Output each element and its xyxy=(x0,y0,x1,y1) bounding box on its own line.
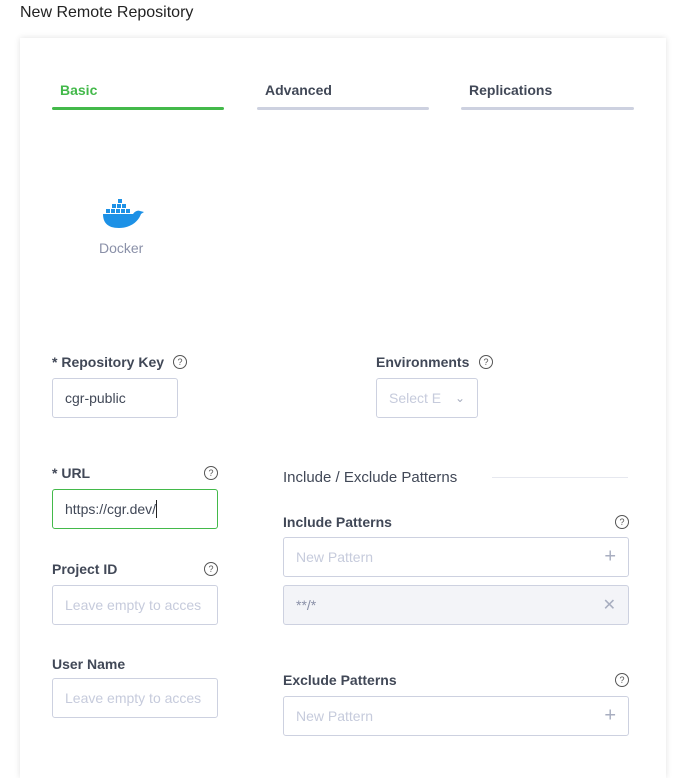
docker-label[interactable]: Docker xyxy=(99,240,144,256)
divider xyxy=(492,477,628,478)
help-icon[interactable]: ? xyxy=(173,355,187,369)
help-icon[interactable]: ? xyxy=(204,466,218,480)
docker-whale-icon xyxy=(103,199,144,228)
pattern-value: **/* xyxy=(296,597,317,613)
text-cursor xyxy=(156,500,158,518)
include-pattern-input[interactable]: New Pattern + xyxy=(283,537,629,577)
plus-icon[interactable]: + xyxy=(604,545,616,568)
close-icon[interactable]: ✕ xyxy=(602,597,616,614)
url-input[interactable]: https://cgr.dev/ xyxy=(52,489,218,529)
user-name-input[interactable]: Leave empty to acces xyxy=(52,678,218,718)
help-icon[interactable]: ? xyxy=(479,355,493,369)
patterns-heading: Include / Exclude Patterns xyxy=(283,469,458,486)
help-icon[interactable]: ? xyxy=(615,515,629,529)
help-icon[interactable]: ? xyxy=(615,673,629,687)
url-label: * URL xyxy=(52,465,91,481)
chevron-down-icon: ⌄ xyxy=(454,391,465,405)
repo-key-label: * Repository Key xyxy=(52,354,165,370)
exclude-patterns-label: Exclude Patterns xyxy=(283,672,397,688)
project-id-placeholder: Leave empty to acces xyxy=(65,597,202,613)
environments-select[interactable]: Select E ⌄ xyxy=(376,378,478,418)
exclude-pattern-placeholder: New Pattern xyxy=(296,708,374,724)
environments-placeholder: Select E xyxy=(389,390,442,406)
tab-basic[interactable]: Basic xyxy=(60,82,98,98)
page-title: New Remote Repository xyxy=(20,4,194,21)
project-id-label: Project ID xyxy=(52,561,118,577)
include-pattern-item: **/* ✕ xyxy=(283,585,629,625)
user-name-placeholder: Leave empty to acces xyxy=(65,690,202,706)
user-name-label: User Name xyxy=(52,656,126,672)
include-pattern-placeholder: New Pattern xyxy=(296,549,374,565)
tab-basic-indicator xyxy=(52,107,224,110)
project-id-input[interactable]: Leave empty to acces xyxy=(52,585,218,625)
include-patterns-label: Include Patterns xyxy=(283,514,392,530)
tab-replications[interactable]: Replications xyxy=(469,82,553,98)
tab-replications-indicator xyxy=(461,107,634,110)
environments-label: Environments xyxy=(376,354,470,370)
repo-key-input[interactable]: cgr-public xyxy=(52,378,178,418)
help-icon[interactable]: ? xyxy=(204,562,218,576)
plus-icon[interactable]: + xyxy=(604,704,616,727)
tab-advanced-indicator xyxy=(257,107,429,110)
url-value: https://cgr.dev/ xyxy=(65,501,157,517)
exclude-pattern-input[interactable]: New Pattern + xyxy=(283,696,629,736)
tab-advanced[interactable]: Advanced xyxy=(265,82,332,98)
